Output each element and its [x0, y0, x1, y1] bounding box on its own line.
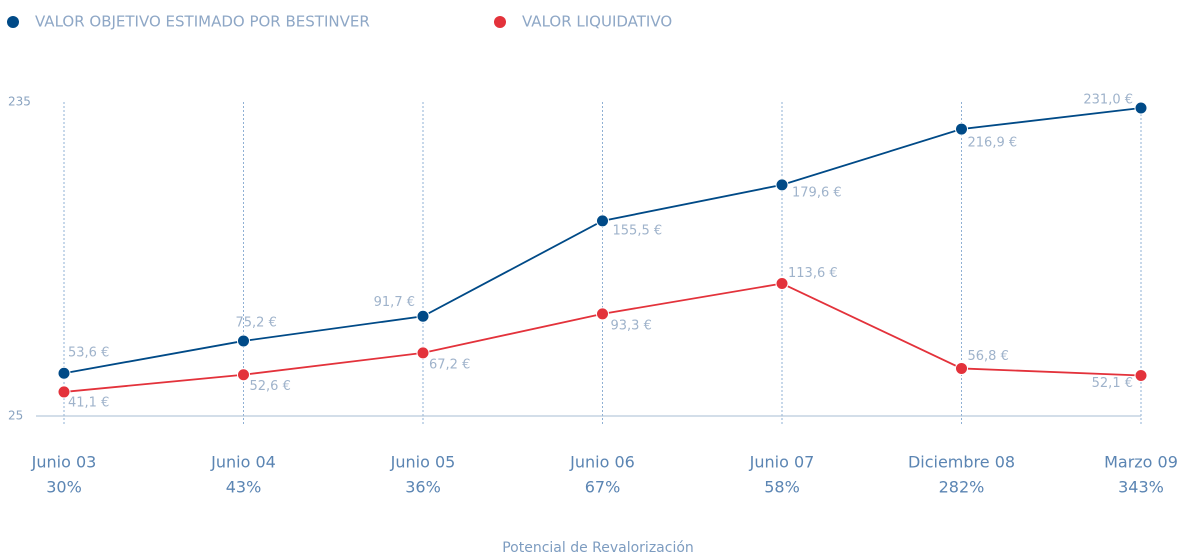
data-point [57, 385, 71, 399]
data-label: 113,6 € [788, 266, 838, 281]
data-point [596, 214, 609, 228]
data-label: 41,1 € [68, 395, 109, 410]
x-tick-sublabel: 30% [46, 478, 82, 497]
data-label: 67,2 € [429, 357, 470, 372]
legend-label: VALOR OBJETIVO ESTIMADO POR BESTINVER [35, 13, 370, 31]
x-tick-label: Junio 05 [390, 453, 456, 472]
y-tick-label: 235 [8, 95, 31, 109]
x-tick-sublabel: 36% [405, 478, 441, 497]
data-label: 155,5 € [613, 223, 663, 238]
data-label: 179,6 € [792, 185, 842, 200]
data-label: 231,0 € [1083, 92, 1133, 107]
data-label: 216,9 € [968, 136, 1018, 151]
x-tick-sublabel: 43% [226, 478, 262, 497]
data-point [1134, 101, 1148, 115]
x-tick-label: Diciembre 08 [908, 453, 1015, 472]
data-label: 91,7 € [374, 295, 415, 310]
x-tick-sublabel: 67% [585, 478, 621, 497]
legend-marker [494, 16, 506, 28]
data-point [416, 309, 430, 323]
data-point [416, 346, 430, 360]
data-label: 52,1 € [1092, 376, 1133, 391]
x-tick-label: Junio 06 [569, 453, 635, 472]
data-point [57, 366, 71, 380]
x-tick-sublabel: 343% [1118, 478, 1164, 497]
legend-label: VALOR LIQUIDATIVO [522, 13, 672, 31]
data-label: 56,8 € [968, 349, 1009, 364]
data-point [955, 122, 968, 136]
data-point [955, 361, 968, 375]
data-point [596, 307, 609, 321]
x-tick-label: Junio 04 [210, 453, 276, 472]
x-tick-sublabel: 58% [764, 478, 800, 497]
data-label: 53,6 € [68, 346, 109, 361]
data-label: 93,3 € [611, 318, 652, 333]
data-point [237, 368, 250, 382]
x-tick-sublabel: 282% [939, 478, 985, 497]
legend-marker [7, 16, 19, 28]
y-tick-label: 25 [8, 409, 23, 423]
data-point [237, 334, 250, 348]
data-label: 52,6 € [250, 379, 291, 394]
data-point [775, 277, 789, 291]
x-tick-label: Junio 07 [749, 453, 815, 472]
x-tick-label: Marzo 09 [1104, 453, 1178, 472]
x-tick-label: Junio 03 [31, 453, 97, 472]
data-label: 75,2 € [236, 315, 277, 330]
data-point [775, 178, 789, 192]
x-axis-label: Potencial de Revalorización [502, 540, 694, 556]
data-point [1134, 368, 1148, 382]
